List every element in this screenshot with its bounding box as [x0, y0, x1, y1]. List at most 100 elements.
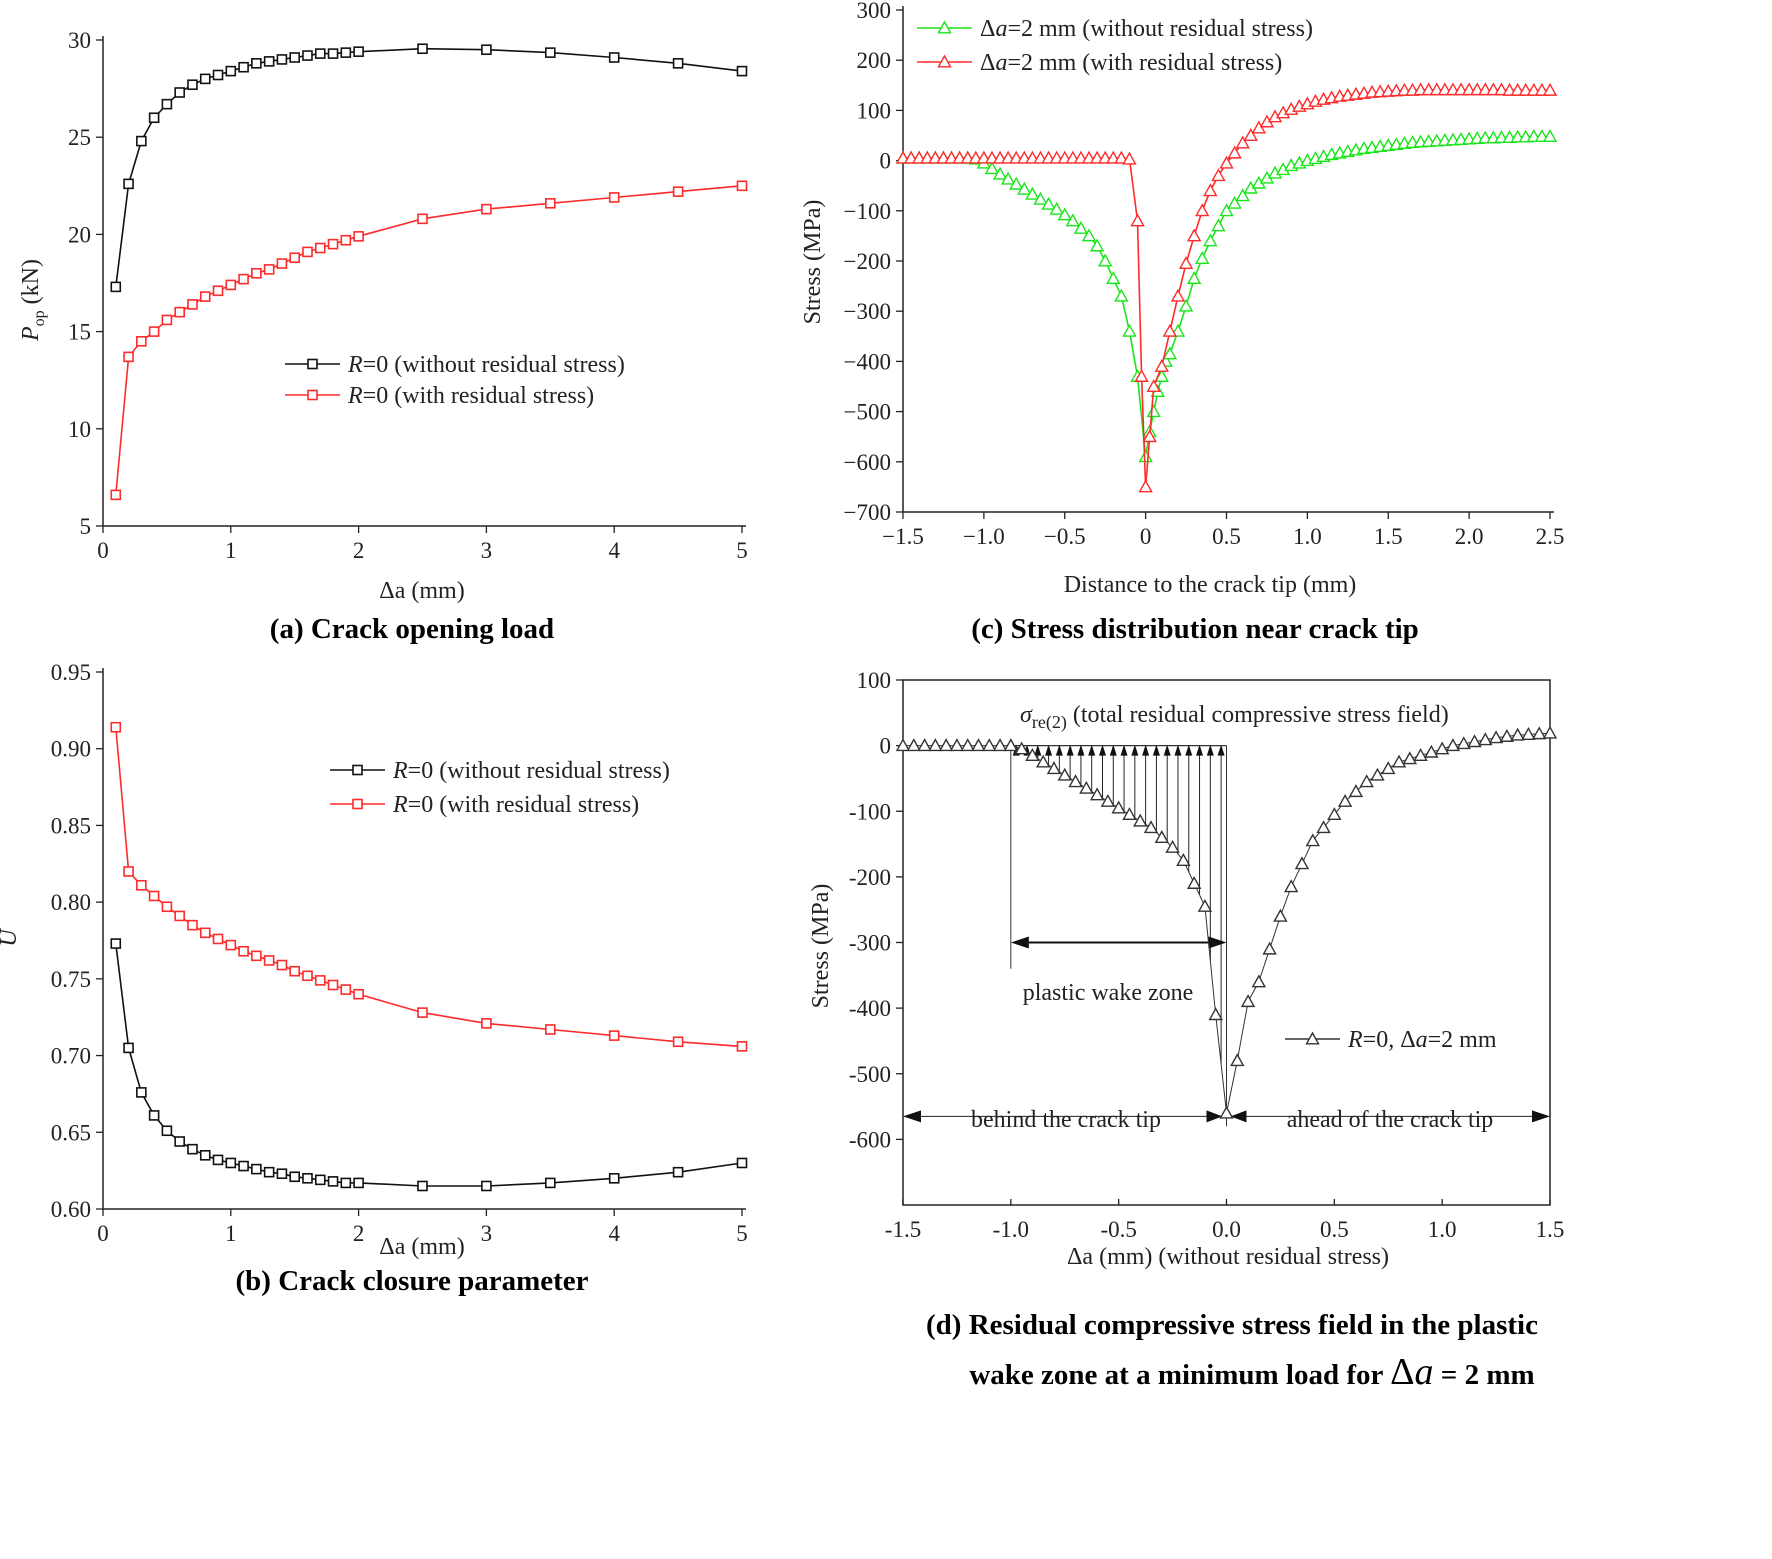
panel-b-xtick-label: 4 [608, 1221, 620, 1246]
panel-a-caption: (a) Crack opening load [270, 613, 554, 645]
panel-d-series-0-point [1273, 908, 1288, 922]
panel-c-series-0-point [1203, 233, 1218, 247]
panel-d-xtick-label: 0.0 [1212, 1217, 1241, 1242]
panel-d-series-0-point [1186, 875, 1202, 889]
panel-c-xtick-label: 0.5 [1212, 524, 1241, 549]
panel-c-series-0-point [1542, 129, 1558, 143]
panel-a-xlabel: Δa (mm) [379, 578, 464, 604]
panel-c-ytick-label: −300 [844, 299, 891, 324]
panel-b-series-0-point [238, 1160, 249, 1172]
panel-c-legend-label-1-part-0: Δ [980, 50, 995, 76]
panel-d-legend-label-0-part-1: =0, Δ [1363, 1027, 1416, 1053]
panel-b-series-1-point [238, 945, 249, 957]
panel-a-series-0-point [238, 61, 249, 73]
panel-a-series-1-point [251, 267, 262, 279]
panel-b-series-0-point [672, 1166, 684, 1178]
panel-d-series-0-point [1122, 807, 1137, 821]
panel-b-series-0-point [161, 1125, 173, 1137]
panel-d-series-0-point [1305, 833, 1320, 847]
panel-c-series-0 [895, 129, 1558, 463]
panel-b-ytick-label: 0.95 [51, 660, 91, 685]
panel-d-annotation-arrows [903, 744, 1550, 1127]
panel-d-series-0-point [1111, 800, 1126, 814]
panel-c-series-1-point [1162, 323, 1178, 337]
panel-a-series-1-point [302, 246, 313, 258]
panel-a-series-0-point [174, 87, 185, 98]
panel-a-series-0-point [417, 43, 428, 55]
panel-c-series-1-point [1114, 150, 1129, 164]
panel-c-xtick-label: −1.5 [882, 524, 924, 549]
panel-d-behind-label: behind the crack tip [971, 1107, 1161, 1133]
panel-b-series-0-point [251, 1163, 262, 1175]
panel-b-series-1-point [110, 721, 122, 733]
panel-c-series-0-point [1219, 203, 1234, 217]
panel-a-ytick-label: 25 [68, 125, 91, 150]
panel-c-series-0-point [1178, 298, 1194, 312]
panel-a-series-1 [110, 180, 748, 501]
panel-a-xtick-label: 1 [225, 538, 237, 563]
panel-d-series-0-point [1089, 787, 1105, 801]
panel-a-series-0-point [736, 65, 748, 77]
panel-a-series-1-line [115, 185, 743, 495]
panel-d-wake-arrow-head [1185, 744, 1193, 756]
panel-a-legend-label-1-part-1: =0 (with residual stress) [363, 383, 595, 409]
panel-d-series-0-point [895, 738, 911, 752]
panel-b-legend-marker-1 [352, 798, 363, 810]
panel-a-series-1-point [225, 279, 237, 291]
panel-b-series-0-point [340, 1177, 352, 1189]
panel-d-series-0-point [1294, 856, 1310, 870]
panel-b-legend-label-0-part-1: =0 (without residual stress) [408, 758, 670, 784]
panel-b-series-1-point [225, 939, 237, 951]
panel-d-series-0-point [1359, 774, 1374, 788]
panel-c-series-1-point [1235, 135, 1250, 149]
panel-a-ylabel-sub: op [31, 310, 48, 326]
panel-a-series-1-point [110, 489, 122, 501]
panel-c-legend-label-0: Δa=2 mm (without residual stress) [980, 16, 1313, 42]
panel-d-wake-arrow-head [1131, 744, 1139, 756]
panel-b-series-1-point [353, 988, 364, 1000]
panel-d-legend-label-0-part-3: =2 mm [1428, 1027, 1497, 1053]
panel-b-series-1-point [276, 959, 288, 971]
panel-d-series-0-point [1337, 793, 1353, 807]
panel-a-crack-opening-load: 0 1 2 3 4 5 5 10 15 20 25 30 Pop (kN) Δa (mm) R=0 (… [18, 28, 748, 645]
panel-a-series-1-point [187, 299, 198, 310]
panel-a-series-0-point [187, 79, 198, 91]
panel-c-series-0-point [984, 161, 1000, 175]
panel-c-xlabel: Distance to the crack tip (mm) [1064, 572, 1357, 598]
panel-d-series-0-point [1445, 738, 1461, 752]
panel-a-series-0-point [212, 69, 224, 81]
panel-a-series-1-point [174, 306, 185, 318]
panel-c-series-0-point [1057, 207, 1072, 221]
panel-a-legend-label-0: R=0 (without residual stress) [347, 352, 625, 378]
panel-b-legend-label-0: R=0 (without residual stress) [392, 758, 670, 784]
panel-a-ytick-label: 10 [68, 417, 91, 442]
panel-a-ylabel: Pop (kN) [18, 259, 48, 342]
panel-a-series-1-point [276, 258, 288, 269]
panel-d-series-0-point [1370, 767, 1385, 781]
panel-d-series-0-point [1154, 830, 1169, 843]
panel-a-series-0-point [544, 47, 556, 58]
panel-c-series-0-line [903, 135, 1550, 457]
panel-a-legend: R=0 (without residual stress)R=0 (with r… [285, 352, 625, 409]
panel-b-ytick-label: 0.75 [51, 967, 91, 992]
panel-d-ahead-label: ahead of the crack tip [1287, 1107, 1494, 1133]
panel-a-series-1-point [340, 234, 352, 246]
panel-c-legend-marker-0 [937, 20, 952, 34]
panel-a-xtick-label: 0 [97, 538, 109, 563]
panel-b-series-0-point [174, 1136, 185, 1147]
panel-b-plot: 0 1 2 3 4 5 0.60 0.65 0.70 0.75 0.80 0.85 0.90 0.95 [51, 660, 748, 1246]
panel-c-series-1-point [1219, 155, 1234, 169]
panel-d-ytick-label: -300 [849, 931, 891, 956]
panel-c-series-1-point [1138, 479, 1153, 493]
panel-a-series-1-point [199, 291, 211, 302]
panel-b-series-0-point [736, 1157, 748, 1169]
panel-a-series-1-point [289, 252, 301, 264]
panel-d-series-0-point [1542, 725, 1558, 739]
panel-d-wake-arrow-head [1163, 744, 1171, 756]
panel-d-xtick-label: 1.0 [1428, 1217, 1457, 1242]
panel-c-series-1-point [1203, 183, 1218, 197]
panel-d-caption-line2-post: = 2 mm [1434, 1359, 1535, 1391]
panel-d-wake-arrow-head [1206, 744, 1214, 756]
panel-d-series-0-point [1402, 751, 1418, 765]
panel-b-xtick-label: 1 [225, 1221, 237, 1246]
